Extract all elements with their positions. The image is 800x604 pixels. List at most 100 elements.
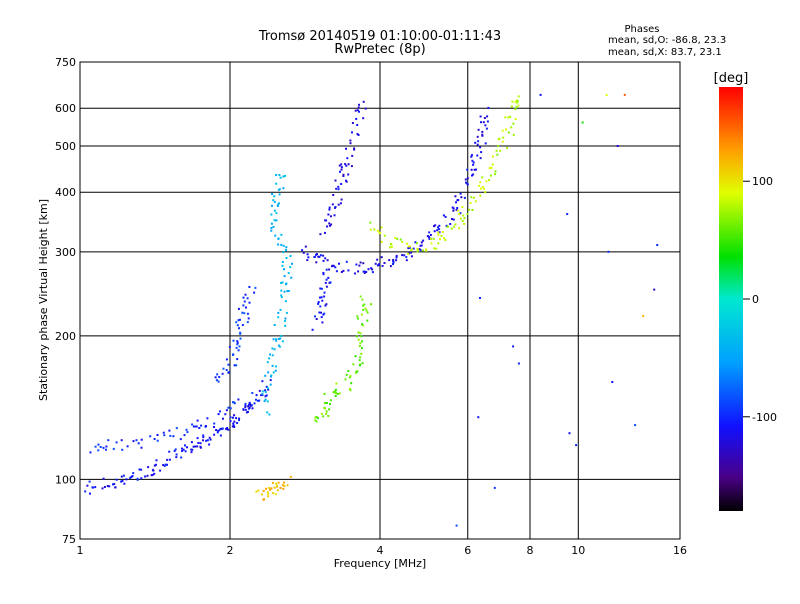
data-point [418,248,421,251]
data-point [290,276,293,279]
data-point [315,253,317,256]
data-point [516,101,519,104]
data-point [285,246,288,249]
data-point [337,203,340,206]
data-point [94,445,97,448]
data-point [282,244,285,247]
x-tick-labels: 1 2 4 6 8 10 16 [77,544,688,557]
data-point [276,485,278,488]
data-point [338,164,341,167]
data-point [472,173,475,176]
data-point [232,401,235,404]
data-point [86,484,89,487]
data-point [274,493,277,496]
data-point [457,199,460,201]
data-point [634,424,637,427]
data-point [140,446,143,449]
data-point [227,363,230,366]
data-point [490,166,493,169]
data-point [481,186,484,188]
data-point [102,477,105,480]
data-point [481,134,484,137]
data-point [419,249,422,252]
data-point [494,173,496,176]
data-point [279,308,282,311]
data-point [232,424,235,427]
data-point [218,376,221,378]
data-point [462,214,465,217]
data-point [88,480,91,483]
data-point [184,450,187,453]
data-point [283,481,286,484]
data-point [190,451,193,454]
data-point [395,259,398,262]
data-point [236,341,239,344]
data-point [283,275,286,278]
data-point [89,451,92,454]
data-point [181,447,183,450]
data-point [126,445,129,448]
data-point [438,228,441,231]
data-point [244,404,247,407]
data-point [516,100,519,102]
data-point [131,475,134,477]
data-point [222,367,225,370]
data-point [653,288,656,291]
data-point [357,270,360,273]
y-axis-label: Stationary phase Virtual Height [km] [37,199,50,401]
data-point [163,434,166,437]
data-point [348,376,351,379]
data-point [156,434,159,436]
data-point [361,347,363,350]
data-point [248,401,251,404]
data-point [437,226,439,229]
data-point [163,464,166,467]
x-tick-label: 8 [527,544,534,557]
data-point [325,303,328,306]
data-point [329,281,332,284]
data-point [214,376,217,379]
data-point [429,234,432,236]
data-point [360,335,363,338]
data-point [270,229,273,232]
data-point [470,168,473,171]
data-point [419,244,422,247]
data-point [361,362,364,365]
data-point [405,259,408,262]
data-point [335,270,338,273]
data-point [483,187,486,190]
data-point [221,427,224,430]
data-point [395,256,398,259]
data-point [360,352,363,355]
data-point [479,181,482,184]
data-point [227,371,230,374]
data-point [258,399,261,402]
data-point [436,229,439,232]
data-point [120,439,123,442]
data-point [273,195,276,198]
data-point [244,406,247,408]
data-point [276,489,279,492]
data-point [264,390,267,393]
data-point [274,234,277,237]
data-point [325,410,328,413]
data-point [284,324,287,327]
data-point [349,139,352,142]
data-point [512,133,515,136]
data-point [261,380,264,383]
data-point [501,140,504,143]
data-point [238,417,241,420]
data-point [349,388,351,390]
data-point [267,388,270,391]
data-point [342,269,345,272]
data-point [360,313,363,316]
data-point [156,439,159,442]
data-point [191,448,194,451]
data-point [274,369,277,372]
data-point [407,247,410,250]
data-point [347,370,350,372]
data-point [476,135,479,138]
data-point [445,224,448,227]
data-point [243,300,246,303]
data-point [238,345,241,348]
